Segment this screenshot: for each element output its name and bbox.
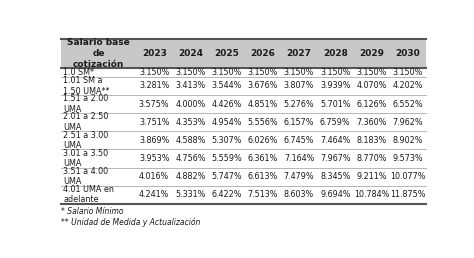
Text: 5.276%: 5.276% [284,100,314,109]
Text: 1.0 SM*: 1.0 SM* [64,68,94,77]
Text: 4.070%: 4.070% [356,82,387,90]
Text: 3.751%: 3.751% [139,118,169,127]
Text: 2.51 a 3.00
UMA: 2.51 a 3.00 UMA [64,131,109,150]
Text: 7.360%: 7.360% [356,118,387,127]
Text: 8.770%: 8.770% [356,154,387,163]
Text: 3.01 a 3.50
UMA: 3.01 a 3.50 UMA [64,149,109,168]
Text: 3.51 a 4.00
UMA: 3.51 a 4.00 UMA [64,167,109,186]
Text: 3.150%: 3.150% [211,68,242,77]
Text: 7.479%: 7.479% [284,172,314,181]
Text: 7.164%: 7.164% [284,154,314,163]
Bar [61,131,426,149]
Text: 4.851%: 4.851% [248,100,278,109]
Bar [61,95,426,113]
Text: 3.413%: 3.413% [175,82,206,90]
Text: 5.701%: 5.701% [320,100,351,109]
Text: 3.676%: 3.676% [248,82,278,90]
Bar [61,186,426,204]
Bar [61,39,426,68]
Text: 11.875%: 11.875% [390,190,426,199]
Text: 4.954%: 4.954% [211,118,242,127]
Text: 3.150%: 3.150% [175,68,206,77]
Text: 5.747%: 5.747% [211,172,242,181]
Text: 7.967%: 7.967% [320,154,351,163]
Text: 1.51 a 2.00
UMA: 1.51 a 2.00 UMA [64,94,109,114]
Text: 4.01 UMA en
adelante: 4.01 UMA en adelante [64,185,114,204]
Text: 10.784%: 10.784% [354,190,389,199]
Text: 3.281%: 3.281% [139,82,169,90]
Text: 6.422%: 6.422% [211,190,242,199]
Text: 8.902%: 8.902% [392,136,423,145]
Text: 3.150%: 3.150% [248,68,278,77]
Text: 8.345%: 8.345% [320,172,350,181]
Text: 3.150%: 3.150% [356,68,387,77]
Text: 6.552%: 6.552% [392,100,423,109]
Text: 3.953%: 3.953% [139,154,169,163]
Text: 6.745%: 6.745% [284,136,314,145]
Text: 2025: 2025 [214,49,239,58]
Text: * Salario Mínimo: * Salario Mínimo [61,207,124,216]
Text: Salario base
de
cotización: Salario base de cotización [67,38,130,69]
Text: 2030: 2030 [395,49,420,58]
Bar [61,113,426,131]
Text: 3.150%: 3.150% [139,68,169,77]
Text: 4.882%: 4.882% [175,172,206,181]
Text: 3.869%: 3.869% [139,136,169,145]
Text: 6.361%: 6.361% [248,154,278,163]
Text: 10.077%: 10.077% [390,172,426,181]
Text: 7.513%: 7.513% [247,190,278,199]
Text: 4.241%: 4.241% [139,190,169,199]
Text: 3.150%: 3.150% [284,68,314,77]
Text: 8.603%: 8.603% [284,190,314,199]
Text: 6.613%: 6.613% [248,172,278,181]
Text: 4.000%: 4.000% [175,100,206,109]
Text: 5.307%: 5.307% [211,136,242,145]
Text: 7.464%: 7.464% [320,136,350,145]
Text: 5.556%: 5.556% [247,118,278,127]
Text: 5.331%: 5.331% [175,190,206,199]
Text: 3.939%: 3.939% [320,82,351,90]
Text: 9.211%: 9.211% [356,172,387,181]
Text: 4.756%: 4.756% [175,154,206,163]
Text: 6.126%: 6.126% [356,100,387,109]
Text: 4.426%: 4.426% [211,100,242,109]
Text: 2026: 2026 [250,49,275,58]
Bar [61,167,426,186]
Text: 1.01 SM a
1.50 UMA**: 1.01 SM a 1.50 UMA** [64,76,110,96]
Bar [61,149,426,167]
Text: 4.588%: 4.588% [175,136,206,145]
Text: 2023: 2023 [142,49,167,58]
Text: 2.01 a 2.50
UMA: 2.01 a 2.50 UMA [64,112,109,132]
Text: 2029: 2029 [359,49,384,58]
Text: 6.026%: 6.026% [248,136,278,145]
Text: 9.694%: 9.694% [320,190,351,199]
Text: 3.544%: 3.544% [211,82,242,90]
Text: 3.150%: 3.150% [320,68,350,77]
Bar [61,77,426,95]
Text: 3.575%: 3.575% [139,100,170,109]
Text: ** Unidad de Medida y Actualización: ** Unidad de Medida y Actualización [61,218,201,227]
Text: 6.157%: 6.157% [284,118,314,127]
Text: 4.202%: 4.202% [392,82,423,90]
Bar [61,68,426,77]
Text: 3.150%: 3.150% [392,68,423,77]
Text: 2024: 2024 [178,49,203,58]
Text: 7.962%: 7.962% [392,118,423,127]
Text: 9.573%: 9.573% [392,154,423,163]
Text: 2028: 2028 [323,49,348,58]
Text: 8.183%: 8.183% [356,136,387,145]
Text: 3.807%: 3.807% [284,82,314,90]
Text: 5.559%: 5.559% [211,154,242,163]
Text: 4.016%: 4.016% [139,172,169,181]
Text: 4.353%: 4.353% [175,118,206,127]
Text: 2027: 2027 [287,49,311,58]
Text: 6.759%: 6.759% [320,118,351,127]
